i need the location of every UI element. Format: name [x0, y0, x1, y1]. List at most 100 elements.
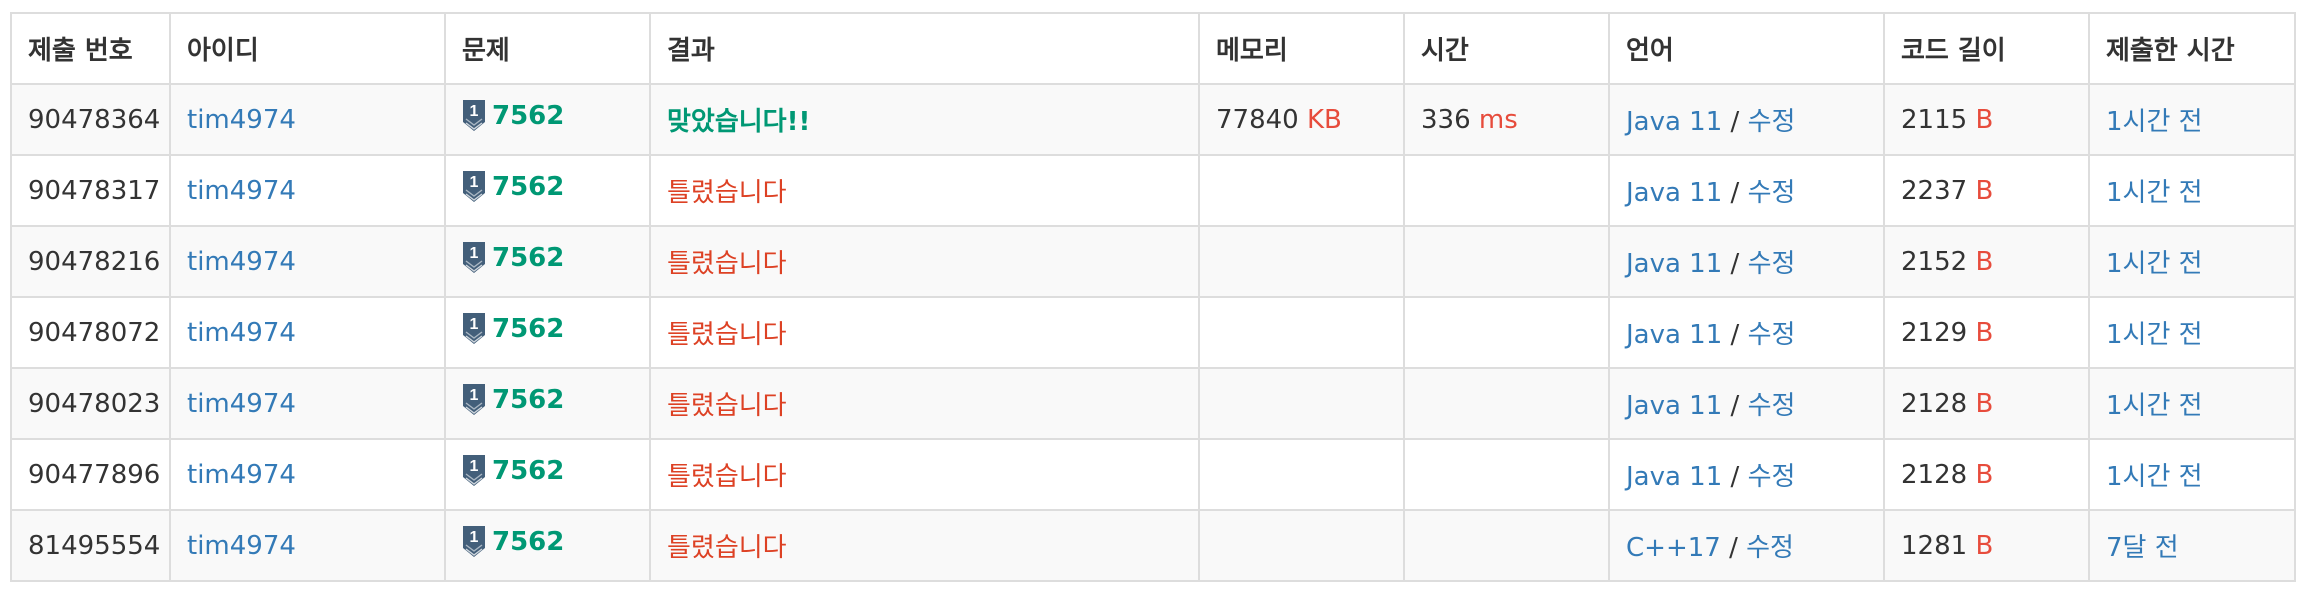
svg-text:1: 1 — [470, 245, 479, 262]
submission-id: 90478216 — [28, 246, 161, 277]
table-body: 90478364 tim4974 1 7562 맞았습니다!! 77840 KB… — [10, 83, 2296, 582]
table-row: 90478072 tim4974 1 7562 틀렸습니다 Java 11 / … — [10, 296, 2296, 369]
code-length-unit: B — [1975, 388, 1994, 419]
header-problem: 문제 — [444, 12, 651, 85]
table-row: 81495554 tim4974 1 7562 틀렸습니다 C++17 / 수정… — [10, 509, 2296, 582]
header-time: 시간 — [1403, 12, 1610, 85]
header-language: 언어 — [1608, 12, 1885, 85]
result-text: 틀렸습니다 — [667, 462, 787, 492]
problem-link[interactable]: 7562 — [492, 456, 565, 486]
code-length-unit: B — [1975, 530, 1994, 561]
user-link[interactable]: tim4974 — [187, 317, 296, 348]
submitted-time-link[interactable]: 1시간 전 — [2106, 320, 2203, 350]
code-length-value: 2128 — [1901, 459, 1968, 490]
user-link[interactable]: tim4974 — [187, 530, 296, 561]
language-separator: / — [1730, 391, 1740, 421]
submitted-time-link[interactable]: 7달 전 — [2106, 533, 2179, 563]
submission-id-cell: 90478216 — [10, 225, 171, 298]
submission-id-cell: 90478364 — [10, 83, 171, 156]
problem-link[interactable]: 7562 — [492, 385, 565, 415]
code-length-cell: 1281 B — [1883, 509, 2090, 582]
code-length-cell: 2115 B — [1883, 83, 2090, 156]
language-cell: Java 11 / 수정 — [1608, 367, 1885, 440]
header-user-id: 아이디 — [169, 12, 446, 85]
memory-cell — [1198, 509, 1405, 582]
submission-id: 90477896 — [28, 459, 161, 490]
result-cell: 틀렸습니다 — [649, 509, 1200, 582]
time-cell — [1403, 509, 1610, 582]
svg-text:1: 1 — [470, 316, 479, 333]
language-cell: Java 11 / 수정 — [1608, 225, 1885, 298]
memory-unit: KB — [1306, 104, 1342, 135]
language-separator: / — [1730, 320, 1740, 350]
silver-1-tier-icon: 1 — [462, 312, 486, 346]
table-row: 90478023 tim4974 1 7562 틀렸습니다 Java 11 / … — [10, 367, 2296, 440]
user-link[interactable]: tim4974 — [187, 246, 296, 277]
time-cell: 336 ms — [1403, 83, 1610, 156]
user-link[interactable]: tim4974 — [187, 459, 296, 490]
language-separator: / — [1729, 533, 1738, 563]
language-link[interactable]: Java 11 — [1626, 391, 1723, 421]
time-cell — [1403, 296, 1610, 369]
language-cell: C++17 / 수정 — [1608, 509, 1885, 582]
submitted-time-cell: 1시간 전 — [2088, 367, 2296, 440]
submitted-time-link[interactable]: 1시간 전 — [2106, 249, 2203, 279]
edit-link[interactable]: 수정 — [1747, 178, 1796, 208]
language-link[interactable]: Java 11 — [1626, 320, 1723, 350]
language-separator: / — [1730, 462, 1740, 492]
edit-link[interactable]: 수정 — [1747, 249, 1796, 279]
user-link[interactable]: tim4974 — [187, 104, 296, 135]
code-length-value: 1281 — [1901, 530, 1968, 561]
submission-id-cell: 81495554 — [10, 509, 171, 582]
problem-link[interactable]: 7562 — [492, 101, 565, 131]
problem-link[interactable]: 7562 — [492, 172, 565, 202]
edit-link[interactable]: 수정 — [1746, 533, 1794, 563]
memory-cell — [1198, 367, 1405, 440]
submitted-time-cell: 1시간 전 — [2088, 154, 2296, 227]
user-link[interactable]: tim4974 — [187, 388, 296, 419]
code-length-value: 2129 — [1901, 317, 1968, 348]
submitted-time-link[interactable]: 1시간 전 — [2106, 462, 2203, 492]
submitted-time-link[interactable]: 1시간 전 — [2106, 107, 2203, 137]
language-cell: Java 11 / 수정 — [1608, 296, 1885, 369]
result-cell: 틀렸습니다 — [649, 296, 1200, 369]
submitted-time-link[interactable]: 1시간 전 — [2106, 178, 2203, 208]
problem-link[interactable]: 7562 — [492, 243, 565, 273]
language-separator: / — [1730, 178, 1740, 208]
code-length-cell: 2128 B — [1883, 367, 2090, 440]
language-separator: / — [1730, 107, 1740, 137]
submitted-time-cell: 1시간 전 — [2088, 225, 2296, 298]
svg-text:1: 1 — [470, 529, 479, 546]
time-value: 336 — [1421, 104, 1471, 135]
edit-link[interactable]: 수정 — [1747, 462, 1796, 492]
table-row: 90478364 tim4974 1 7562 맞았습니다!! 77840 KB… — [10, 83, 2296, 156]
problem-link[interactable]: 7562 — [492, 314, 565, 344]
result-cell: 틀렸습니다 — [649, 367, 1200, 440]
user-cell: tim4974 — [169, 83, 446, 156]
language-separator: / — [1730, 249, 1740, 279]
time-cell — [1403, 367, 1610, 440]
user-link[interactable]: tim4974 — [187, 175, 296, 206]
edit-link[interactable]: 수정 — [1747, 107, 1796, 137]
code-length-unit: B — [1975, 317, 1994, 348]
language-link[interactable]: C++17 — [1626, 533, 1721, 563]
problem-cell: 1 7562 — [444, 367, 651, 440]
result-text: 틀렸습니다 — [667, 533, 787, 563]
problem-link[interactable]: 7562 — [492, 527, 565, 557]
language-link[interactable]: Java 11 — [1626, 249, 1723, 279]
header-submitted-time: 제출한 시간 — [2088, 12, 2296, 85]
language-link[interactable]: Java 11 — [1626, 107, 1723, 137]
code-length-value: 2115 — [1901, 104, 1968, 135]
language-link[interactable]: Java 11 — [1626, 462, 1723, 492]
code-length-cell: 2237 B — [1883, 154, 2090, 227]
edit-link[interactable]: 수정 — [1747, 391, 1796, 421]
silver-1-tier-icon: 1 — [462, 383, 486, 417]
submission-id-cell: 90478023 — [10, 367, 171, 440]
submission-id: 81495554 — [28, 530, 161, 561]
table-row: 90478317 tim4974 1 7562 틀렸습니다 Java 11 / … — [10, 154, 2296, 227]
result-text: 틀렸습니다 — [667, 249, 787, 279]
table-header-row: 제출 번호 아이디 문제 결과 메모리 시간 언어 코드 길이 제출한 시간 — [10, 12, 2296, 85]
submitted-time-link[interactable]: 1시간 전 — [2106, 391, 2203, 421]
language-link[interactable]: Java 11 — [1626, 178, 1723, 208]
edit-link[interactable]: 수정 — [1747, 320, 1796, 350]
